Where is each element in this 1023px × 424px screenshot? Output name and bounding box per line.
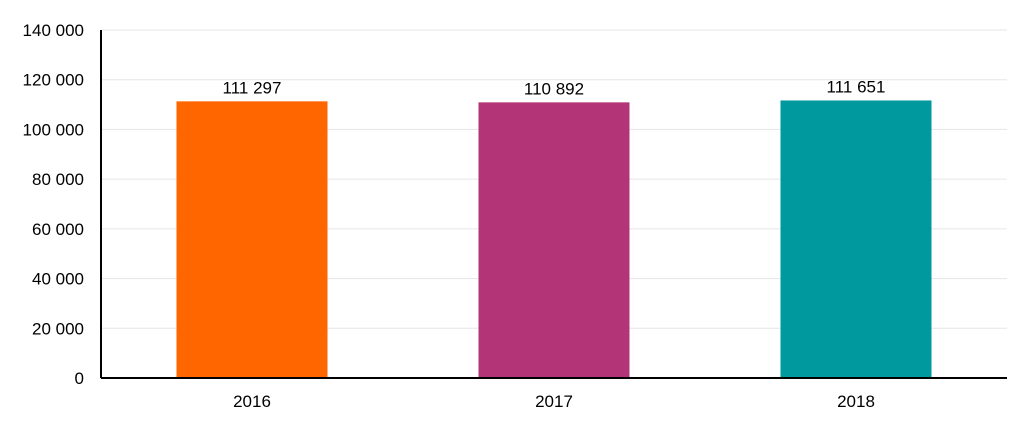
y-tick-label: 40 000 bbox=[32, 270, 84, 289]
bars bbox=[176, 100, 932, 378]
y-tick-label: 60 000 bbox=[32, 220, 84, 239]
data-label: 111 651 bbox=[827, 77, 886, 96]
y-axis-ticks: 0 20 000 40 000 60 000 80 000 100 000 120 000 1… bbox=[23, 21, 84, 388]
bar-2017 bbox=[478, 102, 630, 378]
y-tick-label: 80 000 bbox=[32, 170, 84, 189]
bar-2016 bbox=[176, 101, 328, 378]
y-tick-label: 0 bbox=[75, 369, 84, 388]
data-labels: 111 297 110 892 111 651 bbox=[223, 77, 886, 98]
y-tick-label: 100 000 bbox=[23, 120, 84, 139]
x-tick-label: 2018 bbox=[837, 392, 875, 411]
data-label: 111 297 bbox=[223, 78, 282, 97]
data-label: 110 892 bbox=[524, 79, 584, 98]
y-tick-label: 140 000 bbox=[23, 21, 84, 40]
x-tick-label: 2016 bbox=[233, 392, 271, 411]
x-axis-ticks: 2016 2017 2018 bbox=[233, 392, 875, 411]
x-tick-label: 2017 bbox=[535, 392, 573, 411]
y-tick-label: 20 000 bbox=[32, 319, 84, 338]
y-tick-label: 120 000 bbox=[23, 71, 84, 90]
bar-2018 bbox=[780, 100, 932, 378]
